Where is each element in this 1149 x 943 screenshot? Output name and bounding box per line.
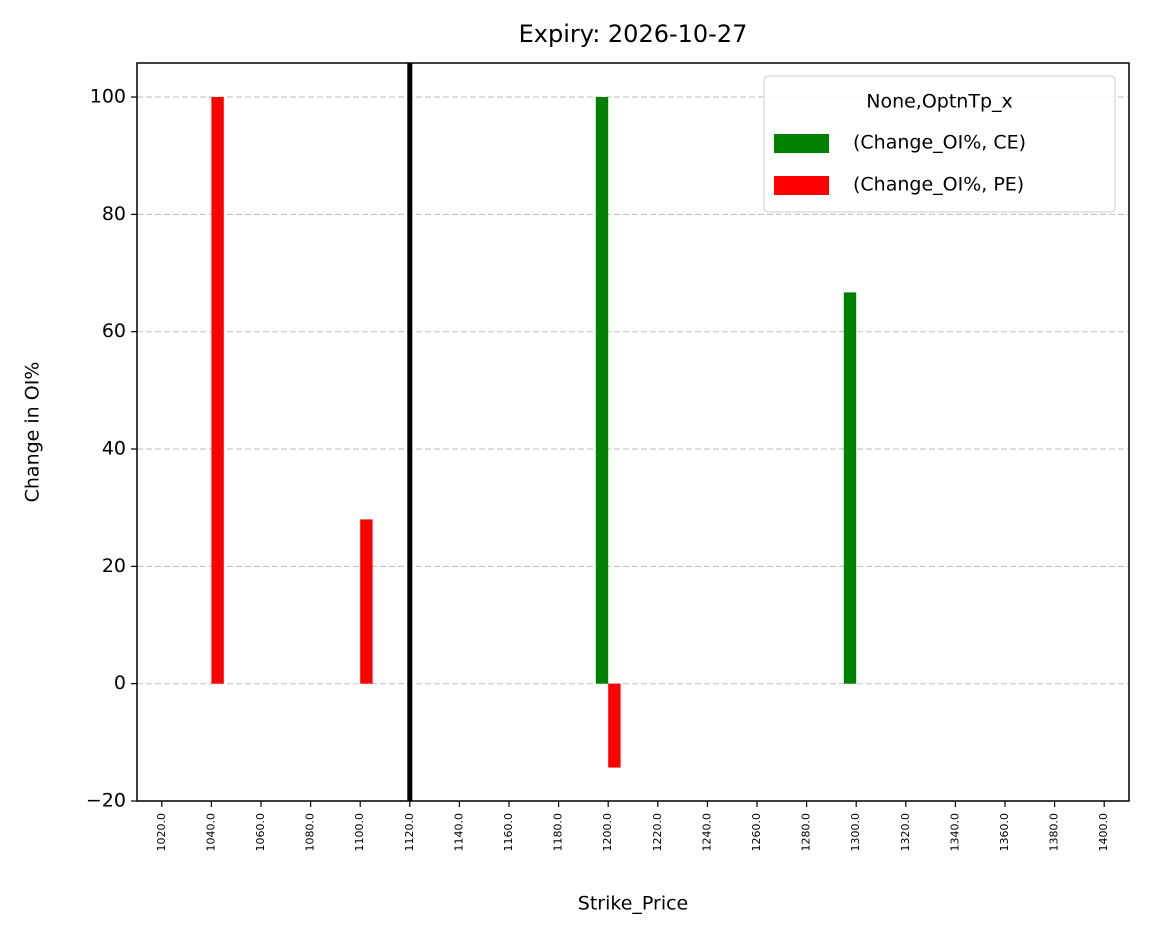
x-tick-label: 1200.0 bbox=[601, 813, 614, 852]
x-tick-label: 1220.0 bbox=[651, 813, 664, 852]
x-tick-label: 1360.0 bbox=[998, 813, 1011, 852]
legend-label: (Change_OI%, PE) bbox=[853, 174, 1024, 196]
x-tick-label: 1020.0 bbox=[155, 813, 168, 852]
x-tick-label: 1340.0 bbox=[948, 813, 961, 852]
x-tick-label: 1180.0 bbox=[552, 813, 565, 852]
x-tick-label: 1240.0 bbox=[700, 813, 713, 852]
bar bbox=[843, 292, 857, 684]
x-tick-label: 1160.0 bbox=[502, 813, 515, 852]
x-tick-label: 1260.0 bbox=[750, 813, 763, 852]
legend-swatch bbox=[774, 176, 829, 195]
legend-label: (Change_OI%, CE) bbox=[853, 132, 1026, 154]
bar bbox=[211, 97, 224, 684]
bar bbox=[595, 97, 609, 684]
x-tick-label: 1120.0 bbox=[403, 813, 416, 852]
x-tick-label: 1100.0 bbox=[353, 813, 366, 852]
y-tick-label: 0 bbox=[114, 672, 126, 694]
x-tick-label: 1400.0 bbox=[1097, 813, 1110, 852]
x-tick-label: 1040.0 bbox=[204, 813, 217, 852]
x-tick-label: 1140.0 bbox=[452, 813, 465, 852]
x-axis-label: Strike_Price bbox=[578, 893, 688, 915]
legend-title: None,OptnTp_x bbox=[866, 91, 1013, 113]
bar bbox=[608, 683, 621, 768]
y-tick-label: 60 bbox=[102, 320, 126, 342]
legend-swatch bbox=[774, 134, 829, 153]
y-tick-label: 80 bbox=[102, 203, 126, 225]
y-tick-label: 100 bbox=[90, 86, 126, 108]
x-tick-label: 1320.0 bbox=[899, 813, 912, 852]
legend: None,OptnTp_x (Change_OI%, CE) (Change_OI%… bbox=[763, 75, 1116, 213]
x-tick-label: 1080.0 bbox=[304, 813, 317, 852]
legend-box bbox=[763, 75, 1116, 213]
y-tick-label: 40 bbox=[102, 438, 126, 460]
x-tick-label: 1060.0 bbox=[254, 813, 267, 852]
x-tick-label: 1300.0 bbox=[849, 813, 862, 852]
chart-title: Expiry: 2026-10-27 bbox=[519, 20, 748, 48]
y-axis-label: Change in OI% bbox=[22, 362, 44, 503]
x-tick-label: 1380.0 bbox=[1048, 813, 1061, 852]
y-tick-label: 20 bbox=[102, 555, 126, 577]
bar bbox=[360, 519, 373, 684]
y-tick-label: −20 bbox=[86, 790, 126, 812]
plot-frame bbox=[136, 62, 1130, 802]
x-tick-label: 1280.0 bbox=[800, 813, 813, 852]
